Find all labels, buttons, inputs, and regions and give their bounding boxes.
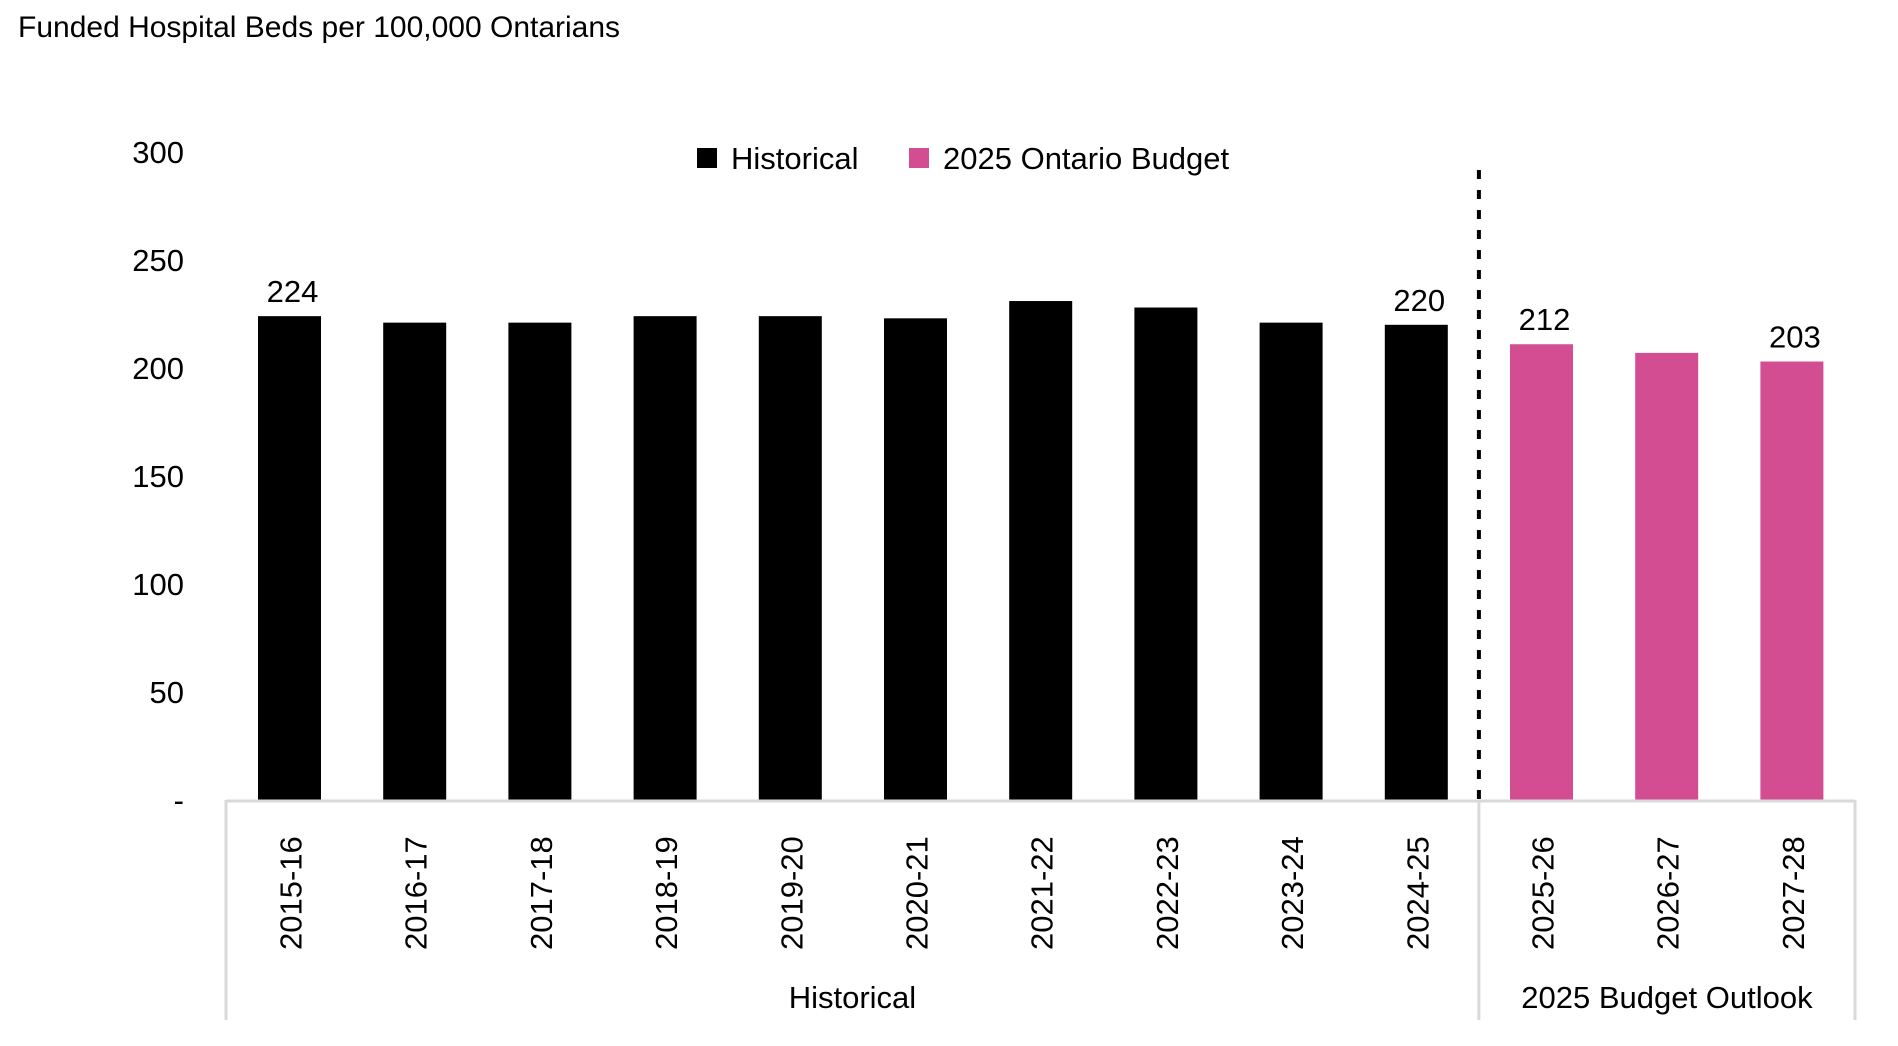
y-axis: - 50 100 150 200 250 300 <box>132 135 184 818</box>
x-tick-label-2025-26: 2025-26 <box>1526 836 1561 950</box>
bar-historical-2024-25 <box>1384 324 1448 800</box>
legend-label-1: 2025 Ontario Budget <box>943 141 1229 176</box>
x-tick-label-2020-21: 2020-21 <box>900 836 935 950</box>
x-tick-label-2016-17: 2016-17 <box>399 836 434 950</box>
x-tick-label-2019-20: 2019-20 <box>774 836 809 950</box>
y-tick-label: 200 <box>132 351 184 386</box>
legend-swatch-0 <box>697 148 717 168</box>
bar-budget-2025-26 <box>1510 344 1573 800</box>
y-tick-label: 300 <box>132 135 184 170</box>
x-tick-label-2022-23: 2022-23 <box>1150 836 1185 950</box>
legend: Historical 2025 Ontario Budget <box>697 141 1229 176</box>
y-tick-label: - <box>174 783 184 818</box>
bar-historical-2016-17 <box>383 322 447 800</box>
x-tick-label-2026-27: 2026-27 <box>1651 836 1686 950</box>
x-tick-label-2017-18: 2017-18 <box>524 836 559 950</box>
bar-historical-2019-20 <box>758 316 822 800</box>
bar-historical-2017-18 <box>508 322 572 800</box>
y-tick-label: 50 <box>150 675 184 710</box>
bar-budget-2026-27 <box>1635 352 1699 800</box>
data-labels: 224 220 212 203 <box>267 274 1821 354</box>
x-tick-label-2027-28: 2027-28 <box>1776 836 1811 950</box>
y-tick-label: 250 <box>132 243 184 278</box>
bar-historical-2023-24 <box>1259 322 1323 800</box>
y-tick-label: 100 <box>132 567 184 602</box>
x-axis: 2015-16 2016-17 2017-18 2018-19 2019-20 2020-… <box>224 170 1857 1020</box>
bar-budget-2027-28 <box>1760 361 1824 800</box>
x-tick-label-2023-24: 2023-24 <box>1275 836 1310 950</box>
x-tick-label-2024-25: 2024-25 <box>1400 836 1435 950</box>
bars <box>258 301 1824 800</box>
group-label-1: 2025 Budget Outlook <box>1521 980 1813 1015</box>
bar-historical-2018-19 <box>633 316 697 800</box>
bar-historical-2020-21 <box>884 318 947 800</box>
group-label-0: Historical <box>789 980 916 1015</box>
x-tick-label-2021-22: 2021-22 <box>1025 836 1060 950</box>
bar-historical-2021-22 <box>1009 301 1073 800</box>
x-tick-label-2018-19: 2018-19 <box>649 836 684 950</box>
legend-swatch-1 <box>909 148 929 168</box>
bar-historical-2015-16 <box>258 316 321 800</box>
legend-label-0: Historical <box>731 141 858 176</box>
data-label-2027-28: 203 <box>1769 320 1821 355</box>
chart-title: Funded Hospital Beds per 100,000 Ontaria… <box>18 11 621 44</box>
y-tick-label: 150 <box>132 459 184 494</box>
data-label-2024-25: 220 <box>1393 283 1445 318</box>
x-tick-label-2015-16: 2015-16 <box>274 836 309 950</box>
data-label-2015-16: 224 <box>267 274 319 309</box>
bar-historical-2022-23 <box>1134 307 1198 800</box>
data-label-2025-26: 212 <box>1519 302 1571 337</box>
